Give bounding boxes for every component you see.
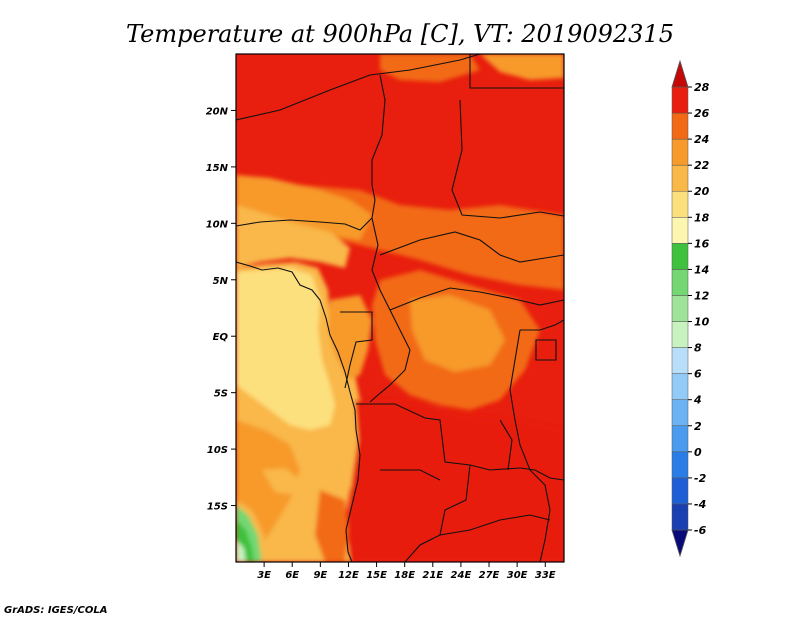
colorbar-segment xyxy=(671,243,689,270)
colorbar-segment xyxy=(671,217,689,244)
y-tick-label: 15S xyxy=(207,502,228,513)
colorbar-label: 26 xyxy=(694,107,710,120)
colorbar-segment xyxy=(671,295,689,322)
colorbar-label: 24 xyxy=(694,133,709,146)
y-tick-label: EQ xyxy=(213,332,229,343)
border xyxy=(519,467,564,481)
colorbar-label: 22 xyxy=(694,159,710,172)
colorbar-label: -2 xyxy=(694,472,707,485)
y-tick-label: 5N xyxy=(213,276,229,287)
colorbar-segment xyxy=(671,112,689,140)
colorbar-segment xyxy=(671,503,689,531)
border xyxy=(404,464,471,562)
x-tick-label: 9E xyxy=(313,570,327,581)
x-tick-label: 33E xyxy=(535,570,556,581)
y-tick-label: 15N xyxy=(206,163,229,174)
colorbar-segment xyxy=(671,321,689,348)
x-tick-label: 6E xyxy=(285,570,299,581)
border xyxy=(439,514,551,536)
colorbar-label: 6 xyxy=(694,368,702,381)
border xyxy=(371,74,386,185)
x-tick-label: 21E xyxy=(422,570,443,581)
colorbar-segment xyxy=(671,477,689,505)
y-axis: 20N 15N 10N 5N EQ 5S 10S 15S xyxy=(206,106,236,513)
border xyxy=(236,184,376,231)
field-patch xyxy=(236,540,246,562)
colorbar-segment xyxy=(671,347,689,374)
field-patch xyxy=(348,400,564,562)
field-patch xyxy=(410,295,505,372)
colorbar-label: 4 xyxy=(693,394,702,407)
border xyxy=(379,231,564,263)
x-tick-label: 24E xyxy=(451,570,472,581)
border xyxy=(371,217,391,311)
field-patch xyxy=(236,150,564,290)
colorbar-segment xyxy=(671,138,689,166)
colorbar-segment xyxy=(671,399,689,427)
colorbar-segment xyxy=(671,425,689,453)
colorbar-upper-triangle xyxy=(671,59,689,88)
field-patch xyxy=(236,268,335,430)
y-tick-label: 20N xyxy=(206,106,229,117)
field-patch xyxy=(236,205,350,268)
x-axis: 3E 6E 9E 12E 15E 18E 21E 24E 27E 30E 33E xyxy=(257,562,556,581)
colorbar-label: 14 xyxy=(694,263,709,276)
colorbar-segment xyxy=(671,451,689,479)
x-tick-label: 3E xyxy=(257,570,271,581)
x-tick-label: 30E xyxy=(507,570,528,581)
colorbar-label: 10 xyxy=(694,316,710,329)
colorbar-label: -6 xyxy=(694,524,707,537)
colorbar-label: 20 xyxy=(694,185,710,198)
border xyxy=(356,403,521,471)
y-tick-label: 5S xyxy=(214,389,228,400)
border xyxy=(389,287,564,311)
x-tick-label: 27E xyxy=(479,570,500,581)
temperature-field xyxy=(236,54,564,562)
border xyxy=(520,319,564,331)
colorbar-segment xyxy=(671,373,689,400)
colorbar-segment xyxy=(671,164,689,192)
colorbar-label: -4 xyxy=(694,498,706,511)
colorbar-segment xyxy=(671,269,689,296)
colorbar-label: 0 xyxy=(694,446,702,459)
country-borders xyxy=(236,54,564,562)
border xyxy=(509,329,551,562)
y-tick-label: 10S xyxy=(207,445,228,456)
chart-title: Temperature at 900hPa [C], VT: 201909231… xyxy=(126,20,674,48)
x-tick-label: 18E xyxy=(394,570,415,581)
lake xyxy=(535,339,557,361)
y-tick-label: 10N xyxy=(206,219,229,230)
field-patch xyxy=(480,54,564,80)
colorbar-segment xyxy=(671,190,689,218)
lake xyxy=(499,419,513,471)
field-patch xyxy=(262,468,300,495)
colorbar-label: 16 xyxy=(694,237,710,250)
colorbar-label: 12 xyxy=(694,289,710,302)
plot-frame xyxy=(235,53,565,563)
border xyxy=(236,54,481,121)
colorbar-label: 8 xyxy=(694,342,702,355)
grads-footer: GrADS: IGES/COLA xyxy=(4,605,107,616)
colorbar-label: 18 xyxy=(694,211,710,224)
x-tick-label: 12E xyxy=(338,570,359,581)
colorbar-segment xyxy=(671,86,689,114)
border xyxy=(380,469,441,481)
border xyxy=(369,309,411,403)
border xyxy=(469,54,564,89)
colorbar-lower-triangle xyxy=(671,529,689,558)
field-patch xyxy=(328,295,372,380)
colorbar-label: 28 xyxy=(694,81,710,94)
field-patch xyxy=(315,490,348,562)
border xyxy=(340,311,373,389)
coastline xyxy=(236,261,361,562)
colorbar-label: 2 xyxy=(694,420,702,433)
border xyxy=(451,99,564,219)
x-tick-label: 15E xyxy=(366,570,387,581)
